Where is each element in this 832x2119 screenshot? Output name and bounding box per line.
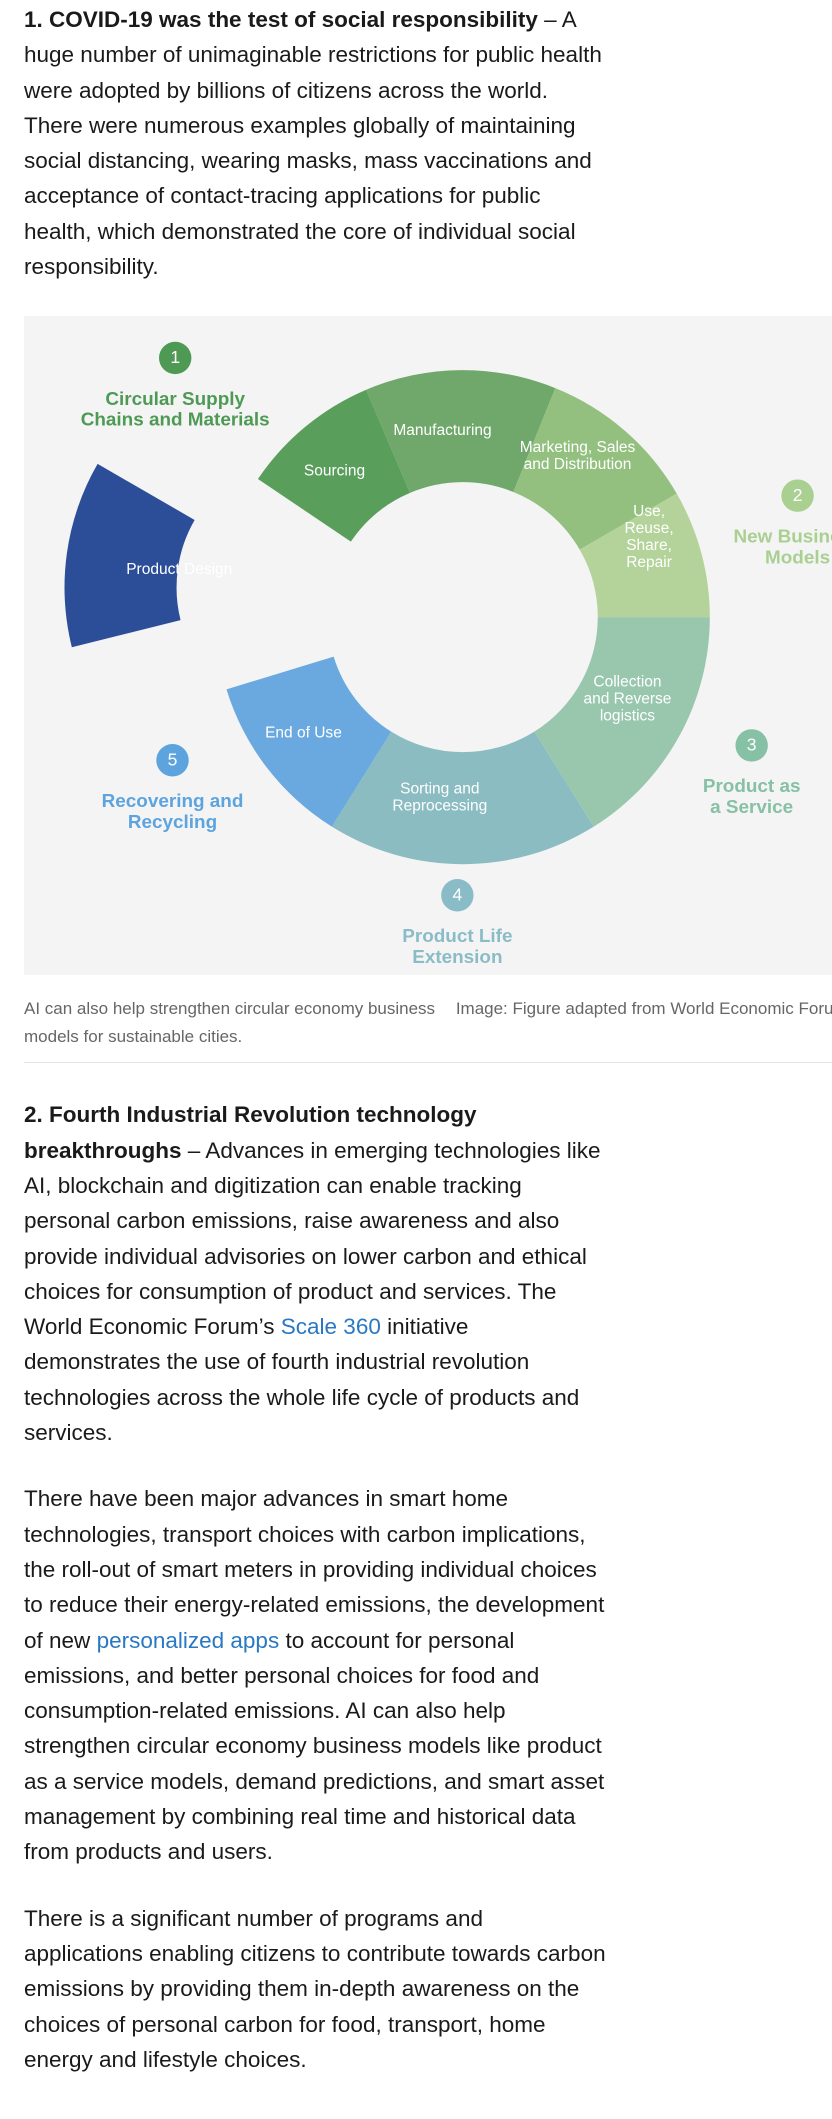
segment-label: Sorting and [400, 781, 479, 798]
segment [331, 732, 594, 865]
model-badge [159, 342, 192, 375]
segment-shape [257, 390, 411, 543]
model-label: Product Life [402, 926, 512, 947]
text: – A huge number of unimaginable restrict… [24, 7, 602, 280]
segment-shape [226, 656, 392, 828]
credit: Image: Figure adapted from World Economi… [455, 999, 832, 1019]
model-label: a Service [710, 798, 793, 819]
segment [64, 464, 195, 648]
model-label: Extension [412, 947, 502, 968]
caption: AI can also help strengthen circular eco… [24, 999, 436, 1046]
segment-label: Use, [633, 503, 665, 520]
model-label: Product as [703, 777, 801, 798]
segment [579, 493, 710, 618]
model-label: Recovering and [102, 791, 244, 812]
segment-label: Reprocessing [392, 798, 487, 815]
model-number: 5 [168, 750, 178, 770]
segment-label: Product Design [126, 561, 232, 578]
segment-label: Sourcing [304, 463, 365, 480]
model-badge [441, 879, 474, 912]
divider [24, 1062, 832, 1064]
model-number: 1 [170, 348, 180, 368]
segment-label: End of Use [265, 725, 342, 742]
link[interactable]: personalized apps [96, 1627, 280, 1653]
paragraph: There is a significant number of program… [24, 1901, 608, 2077]
text: There have been major advances in smart … [24, 1486, 605, 1653]
segment-shape [331, 732, 594, 865]
segment-shape [579, 493, 710, 618]
model-label: Recycling [128, 812, 217, 833]
paragraph: 2. Fourth Industrial Revolution technolo… [24, 1097, 608, 1450]
body: 2. Fourth Industrial Revolution technolo… [24, 1097, 608, 2077]
segment-shape [513, 388, 677, 551]
figure-caption: AI can also help strengthen circular eco… [24, 995, 832, 1050]
model-label: Chains and Materials [81, 410, 270, 431]
segment-label: Marketing, Sales [520, 439, 636, 456]
segment [257, 390, 411, 543]
model-number: 3 [747, 735, 757, 755]
segment [226, 656, 392, 828]
segment-label: Reuse, [624, 520, 673, 537]
segment-shape [366, 370, 556, 494]
figure: Sourcing Manufacturing Marketing, Sales and… [24, 316, 832, 976]
lead: 1. COVID-19 was the test of social respo… [24, 7, 538, 32]
segment [513, 388, 677, 551]
segment-label: Collection [593, 674, 661, 691]
model-label: Models [765, 548, 830, 569]
segment-label: Share, [626, 537, 672, 554]
segment-label: and Distribution [524, 456, 632, 473]
section-1: 1. COVID-19 was the test of social respo… [24, 0, 608, 284]
model-badge [735, 729, 768, 762]
model-badge [156, 744, 189, 777]
segment-label: Manufacturing [393, 422, 491, 439]
segment [534, 617, 710, 828]
lead: 2. Fourth Industrial Revolution technolo… [24, 1102, 477, 1163]
segment-shape [64, 464, 195, 648]
segment-label: Repair [626, 554, 672, 571]
text: to account for personal emissions, and b… [24, 1627, 605, 1865]
text: – Advances in emerging technologies like… [24, 1137, 601, 1340]
model-label: Circular Supply [105, 389, 245, 410]
paragraph: 1. COVID-19 was the test of social respo… [24, 2, 608, 284]
segment-label: logistics [600, 708, 655, 725]
model-label: New Business [734, 527, 832, 548]
segment-label: and Reverse [583, 691, 671, 708]
text: There is a significant number of program… [24, 1905, 606, 2072]
segment [366, 370, 556, 494]
model-number: 2 [793, 485, 803, 505]
paragraph: There have been major advances in smart … [24, 1481, 608, 1869]
text: initiative demonstrates the use of fourt… [24, 1314, 580, 1446]
model-badge [781, 479, 814, 513]
model-number: 4 [452, 885, 462, 905]
link[interactable]: Scale 360 [280, 1314, 381, 1340]
segment-shape [534, 617, 710, 828]
